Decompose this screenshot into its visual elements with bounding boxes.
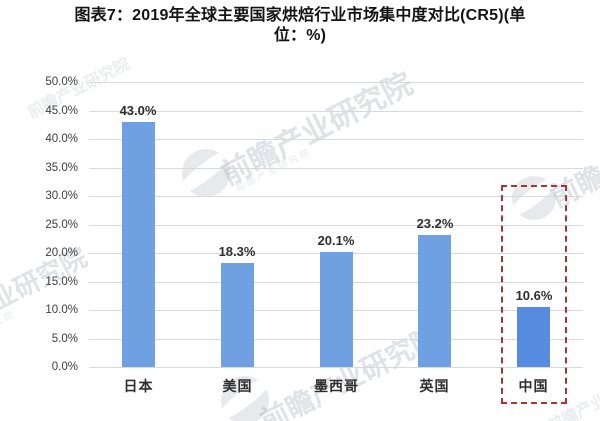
bar-美国 — [221, 263, 254, 367]
x-axis-category-label: 墨西哥 — [314, 378, 359, 394]
bar-value-label: 23.2% — [416, 216, 454, 231]
y-axis-tick-label: 0.0% — [51, 361, 78, 373]
gridline — [89, 168, 583, 169]
bar-中国 — [517, 307, 550, 367]
y-axis-tick-label: 20.0% — [45, 247, 78, 259]
gridline — [89, 225, 583, 226]
y-axis-tick-label: 45.0% — [45, 104, 78, 117]
bar-墨西哥 — [320, 252, 353, 367]
chart-title-line1: 图表7：2019年全球主要国家烘焙行业市场集中度对比(CR5)(单 — [74, 7, 526, 24]
bar-value-label: 10.6% — [515, 288, 553, 303]
bar-value-label: 18.3% — [218, 244, 256, 259]
gridline — [89, 196, 583, 197]
chart-title-line2: 位：%) — [273, 27, 327, 44]
y-axis-tick-label: 25.0% — [45, 218, 78, 231]
x-axis-category-label: 中国 — [518, 378, 549, 394]
bar-日本 — [122, 122, 155, 367]
gridline — [89, 367, 583, 368]
x-axis-category-label: 英国 — [419, 378, 450, 394]
gridline — [89, 82, 583, 83]
y-axis-tick-label: 10.0% — [45, 304, 78, 316]
x-axis-category-label: 日本 — [123, 378, 154, 394]
y-axis-tick-label: 15.0% — [45, 275, 78, 288]
chart-title: 图表7：2019年全球主要国家烘焙行业市场集中度对比(CR5)(单 位：%) — [20, 6, 580, 46]
y-axis-tick-label: 30.0% — [45, 190, 78, 202]
highlight-box-中国 — [501, 185, 567, 404]
y-axis-tick-label: 50.0% — [45, 76, 78, 88]
y-axis-tick-label: 35.0% — [45, 161, 78, 174]
bar-英国 — [418, 235, 451, 367]
x-axis-category-label: 美国 — [222, 378, 253, 394]
gridline — [89, 111, 583, 112]
plot-area — [89, 82, 583, 368]
bar-value-label: 20.1% — [317, 233, 355, 248]
gridline — [89, 139, 583, 140]
y-axis-tick-label: 5.0% — [51, 332, 78, 345]
y-axis-tick-label: 40.0% — [45, 133, 78, 145]
bar-value-label: 43.0% — [119, 103, 157, 118]
